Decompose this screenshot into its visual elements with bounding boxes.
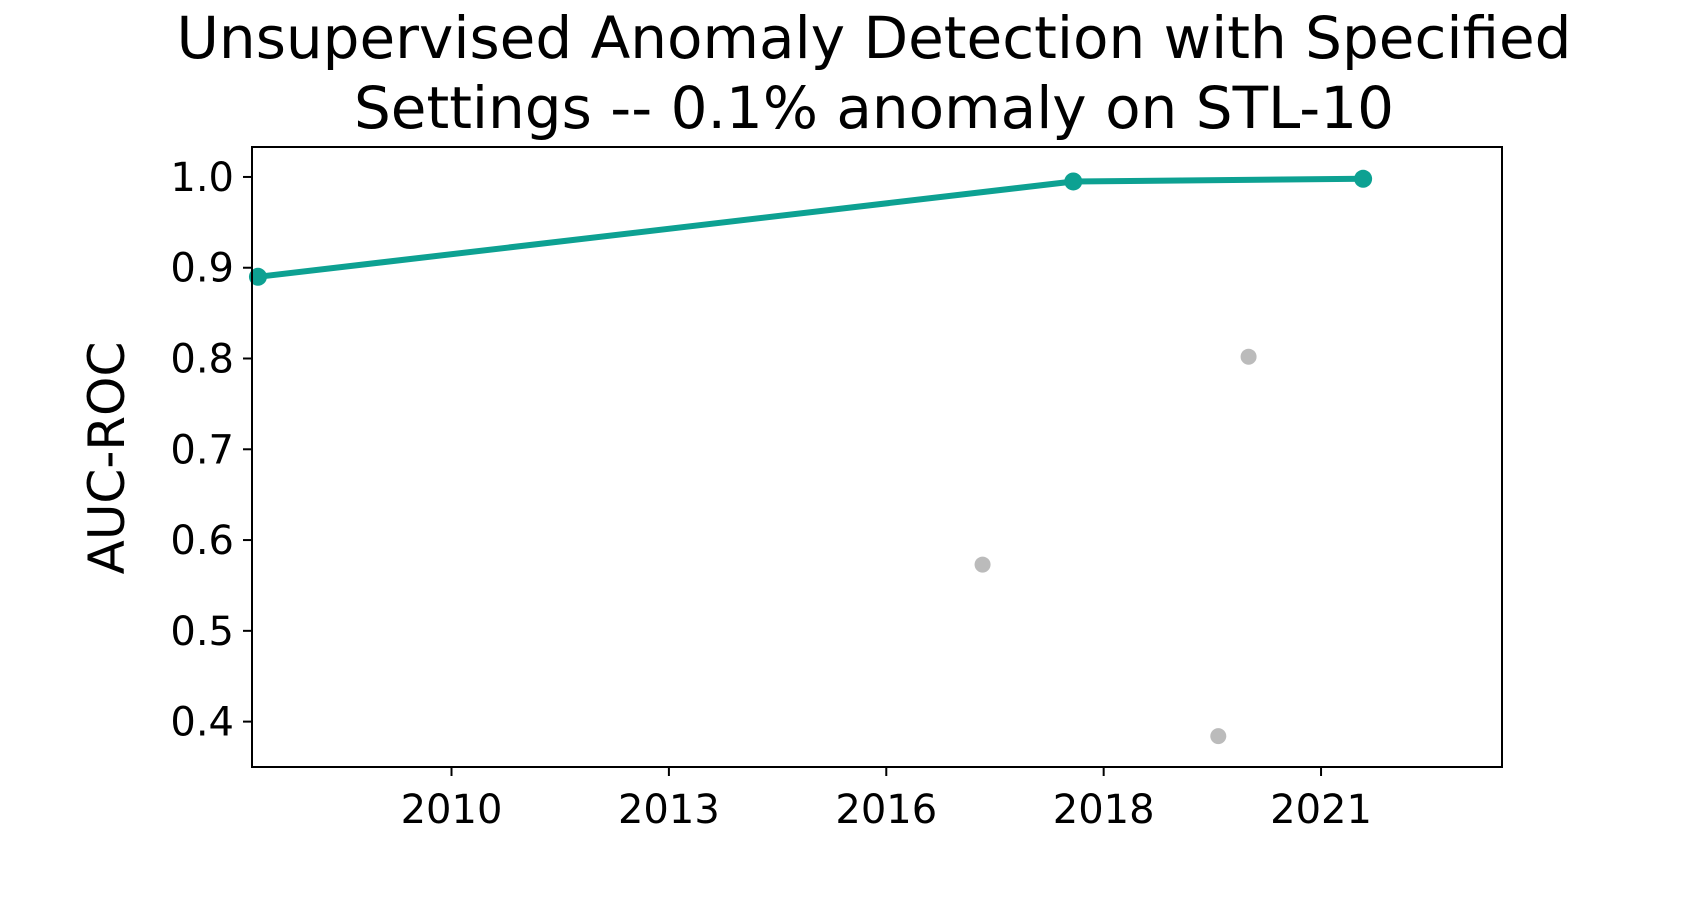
chart-title-line-2: Settings -- 0.1% anomaly on STL-10 (354, 74, 1394, 142)
series-layer (248, 169, 1373, 745)
series-point (1064, 172, 1083, 191)
scatter-point (1210, 728, 1227, 745)
y-tick-label: 0.7 (170, 427, 234, 473)
x-tick-label: 2018 (1053, 787, 1155, 833)
chart-title-line-1: Unsupervised Anomaly Detection with Spec… (176, 4, 1571, 72)
scatter-point (1240, 348, 1257, 365)
series-point (248, 267, 267, 286)
y-tick-label: 0.4 (170, 700, 234, 746)
y-tick-label: 0.6 (170, 518, 234, 564)
y-tick-label: 0.5 (170, 609, 234, 655)
y-tick-label: 0.8 (170, 337, 234, 383)
x-axis: 2010 2013 2016 2018 2021 (401, 767, 1372, 833)
plot-frame (251, 146, 1503, 768)
x-tick-label: 2013 (618, 787, 720, 833)
y-axis-label: AUC-ROC (78, 342, 136, 575)
series-point (1354, 169, 1373, 188)
y-tick-label: 0.9 (170, 246, 234, 292)
x-tick-label: 2016 (835, 787, 937, 833)
x-tick-label: 2010 (401, 787, 503, 833)
plot-area (252, 147, 1502, 767)
y-axis: 0.4 0.5 0.6 0.7 0.8 0.9 1.0 (170, 155, 252, 746)
x-tick-label: 2021 (1270, 787, 1372, 833)
chart-title: Unsupervised Anomaly Detection with Spec… (176, 4, 1571, 142)
scatter-point (974, 556, 991, 573)
y-tick-label: 1.0 (170, 155, 234, 201)
